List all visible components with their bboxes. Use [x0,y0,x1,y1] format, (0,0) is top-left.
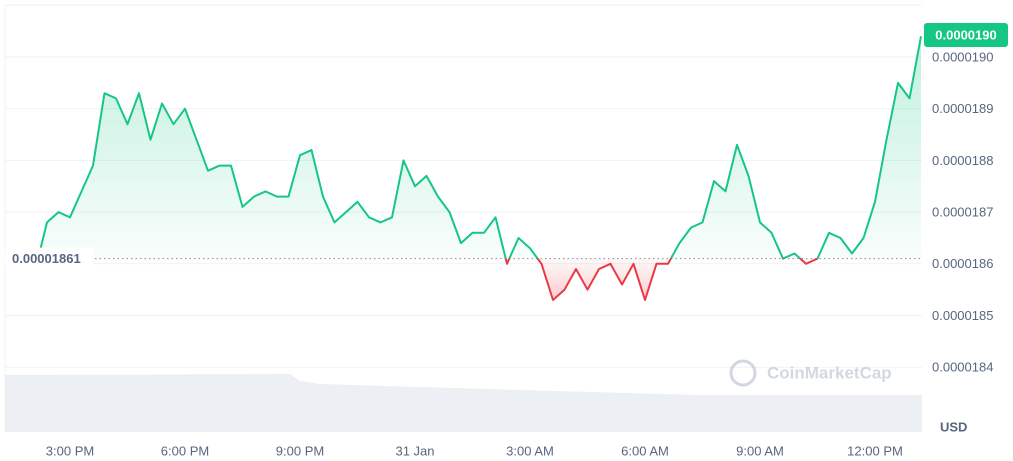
watermark-text: CoinMarketCap [767,363,892,382]
y-tick-label: 0.0000186 [932,256,993,271]
x-tick-label: 31 Jan [395,443,434,458]
y-tick-label: 0.0000189 [932,101,993,116]
y-tick-label: 0.0000187 [932,205,993,220]
watermark: CoinMarketCap [729,359,892,387]
y-unit: USD [940,419,967,434]
price-line [34,36,922,301]
x-tick-label: 6:00 AM [621,443,669,458]
y-tick-label: 0.0000185 [932,308,993,323]
plot: 0.0000184 0.0000185 0.0000186 0.0000187 0.00… [5,23,1008,458]
current-price-label: 0.0000190 [935,27,996,42]
baseline-label-bg [5,247,93,270]
x-tick-label: 3:00 PM [46,443,94,458]
y-tick-label: 0.0000190 [932,49,993,64]
y-tick-label: 0.0000184 [932,360,993,375]
current-price-badge [924,23,1008,47]
x-tick-label: 3:00 AM [506,443,554,458]
volume-area [5,374,922,432]
x-tick-label: 9:00 AM [736,443,784,458]
x-tick-label: 6:00 PM [161,443,209,458]
x-tick-label: 12:00 PM [847,443,903,458]
x-tick-label: 9:00 PM [276,443,324,458]
baseline-label: 0.00001861 [12,251,81,266]
price-area [35,36,921,301]
y-tick-label: 0.0000188 [932,153,993,168]
